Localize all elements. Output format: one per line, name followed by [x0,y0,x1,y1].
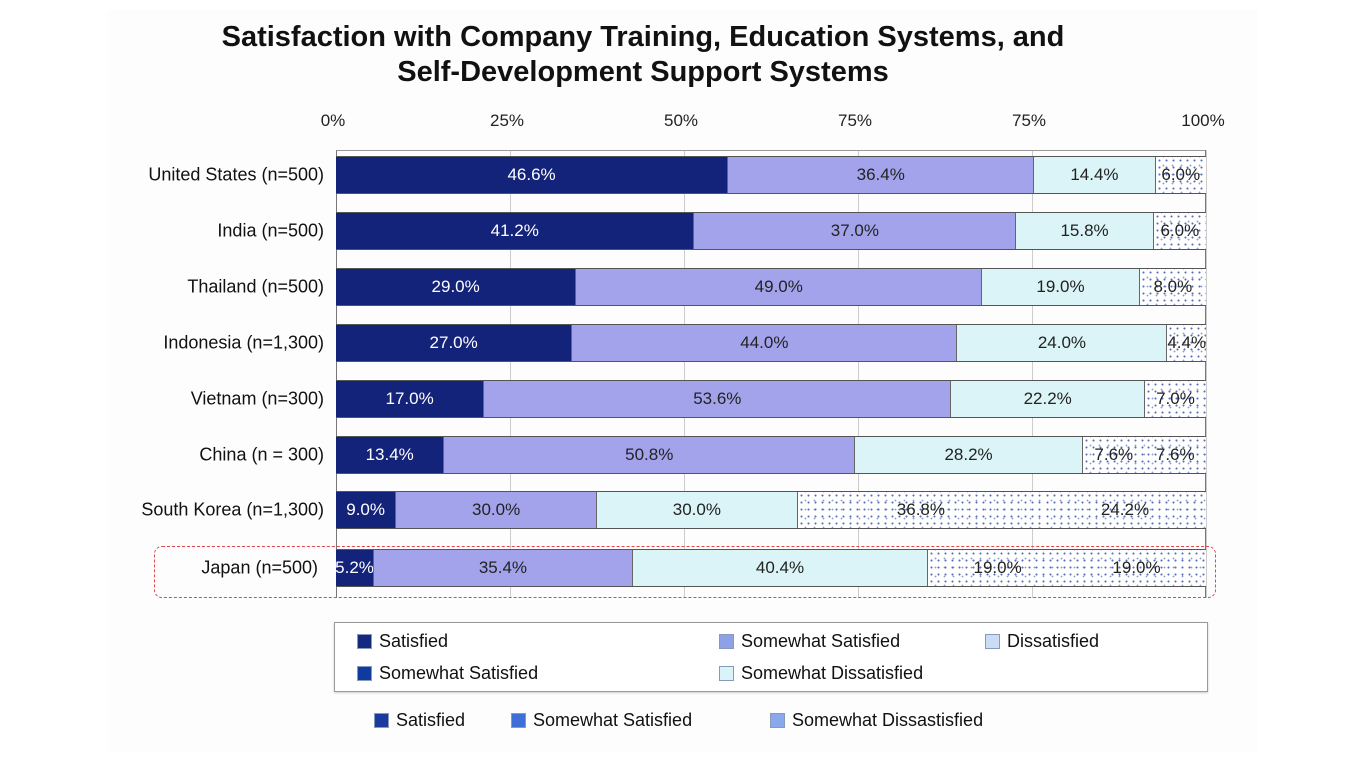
category-label: South Korea (n=1,300) [141,499,324,520]
bar-segment: 27.0% [336,325,573,361]
bar-segment: 30.0% [596,492,798,528]
bar-segment: 15.8% [1016,213,1154,249]
bar-segment: 17.0% [336,381,485,417]
x-tick-label: 100% [1181,111,1225,130]
stacked-bar: 46.6% 36.4% 14.4% 6.0% [336,156,1206,194]
legend-swatch [374,713,389,728]
chart-title: Satisfaction with Company Training, Educ… [0,20,1286,90]
x-tick-label: 25% [489,111,525,130]
bar-segment: 36.4% [728,157,1035,193]
legend-label: Satisfied [379,631,449,651]
legend-swatch [719,666,734,681]
legend-item: Dissatisfied [985,631,1099,652]
legend-swatch [770,713,785,728]
x-tick-label: 75% [837,111,873,130]
stacked-bar: 9.0% 30.0% 30.0% 36.8% 24.2% [336,491,1206,529]
legend-label: Somewhat Satisfied [533,710,693,730]
category-label: Japan (n=500) [201,557,318,578]
category-label: China (n = 300) [199,444,324,465]
bar-segment: 6.0% [1155,157,1206,193]
legend-item: Somewhat Dissastisfied [770,710,983,731]
legend-label: Satisfied [396,710,466,730]
bar-segment: 36.8% [797,492,1045,528]
stacked-bar: 17.0% 53.6% 22.2% 7.0% [336,380,1206,418]
category-label: India (n=500) [217,220,324,241]
bar-segment: 13.4% [336,437,445,473]
legend-item: Somewhat Satisfied [719,631,900,652]
bar-segment: 7.6% [1144,437,1206,473]
bar-segment: 53.6% [484,381,952,417]
bar-segment: 19.0% [1067,550,1206,586]
stacked-bar: 13.4% 50.8% 28.2% 7.6% 7.6% [336,436,1206,474]
chart-title-line-1: Satisfaction with Company Training, Educ… [221,21,1065,53]
bar-segment: 37.0% [694,213,1017,249]
legend-swatch [357,666,372,681]
gridline [1206,150,1207,598]
legend-label: Somewhat Dissatisfied [741,663,924,683]
bar-segment: 44.0% [572,325,958,361]
legend-item: Somewhat Satisfied [511,710,692,731]
gridline [1032,150,1033,598]
stacked-bar: 41.2% 37.0% 15.8% 6.0% [336,212,1206,250]
stacked-bar: 27.0% 44.0% 24.0% 4.4% [336,324,1206,362]
stacked-bar: 5.2% 35.4% 40.4% 19.0% 19.0% [336,549,1206,587]
bar-segment: 6.0% [1153,213,1206,249]
highlight-box [154,546,1216,598]
legend-item: Somewhat Satisfied [357,663,538,684]
bar-segment: 40.4% [632,550,929,586]
gridline [858,150,859,598]
bar-segment: 7.6% [1083,437,1145,473]
bar-segment: 49.0% [576,269,983,305]
plot-frame [336,150,1206,598]
bar-segment: 24.0% [957,325,1168,361]
bar-segment: 22.2% [951,381,1145,417]
legend-box: Satisfied Somewhat Satisfied Dissatisfied S… [334,622,1208,692]
category-label: United States (n=500) [148,164,324,185]
stacked-bar: 29.0% 49.0% 19.0% 8.0% [336,268,1206,306]
bar-segment: 29.0% [336,269,577,305]
legend-swatch [511,713,526,728]
legend-item: Somewhat Dissatisfied [719,663,923,684]
x-tick-label: 50% [663,111,699,130]
legend-label: Somewhat Satisfied [741,631,901,651]
bar-segment: 30.0% [396,492,597,528]
bar-segment: 19.0% [982,269,1140,305]
bar-segment: 14.4% [1034,157,1156,193]
gridline [684,150,685,598]
category-label: Indonesia (n=1,300) [163,332,324,353]
bar-segment: 50.8% [444,437,856,473]
bar-segment: 46.6% [336,157,729,193]
bar-segment: 24.2% [1044,492,1206,528]
bar-segment: 8.0% [1139,269,1206,305]
legend-label: Somewhat Dissastisfied [792,710,984,730]
legend-item: Satisfied [374,710,465,731]
gridline [510,150,511,598]
legend-swatch [719,634,734,649]
x-tick-label: 75% [1011,111,1047,130]
legend-swatch [985,634,1000,649]
bar-segment: 35.4% [374,550,633,586]
bar-segment: 41.2% [336,213,695,249]
legend-label: Somewhat Satisfied [379,663,539,683]
category-label: Thailand (n=500) [187,276,324,297]
bar-segment: 28.2% [855,437,1084,473]
category-label: Vietnam (n=300) [190,388,324,409]
legend-label: Dissatisfied [1007,631,1100,651]
bar-segment: 4.4% [1167,325,1206,361]
chart-title-line-2: Self-Development Support Systems [397,56,889,88]
bar-segment: 19.0% [928,550,1068,586]
legend-item: Satisfied [357,631,448,652]
x-tick-label: 0% [320,111,346,130]
bar-segment: 5.2% [336,550,375,586]
bar-segment: 7.0% [1144,381,1206,417]
bar-segment: 9.0% [336,492,397,528]
legend-swatch [357,634,372,649]
